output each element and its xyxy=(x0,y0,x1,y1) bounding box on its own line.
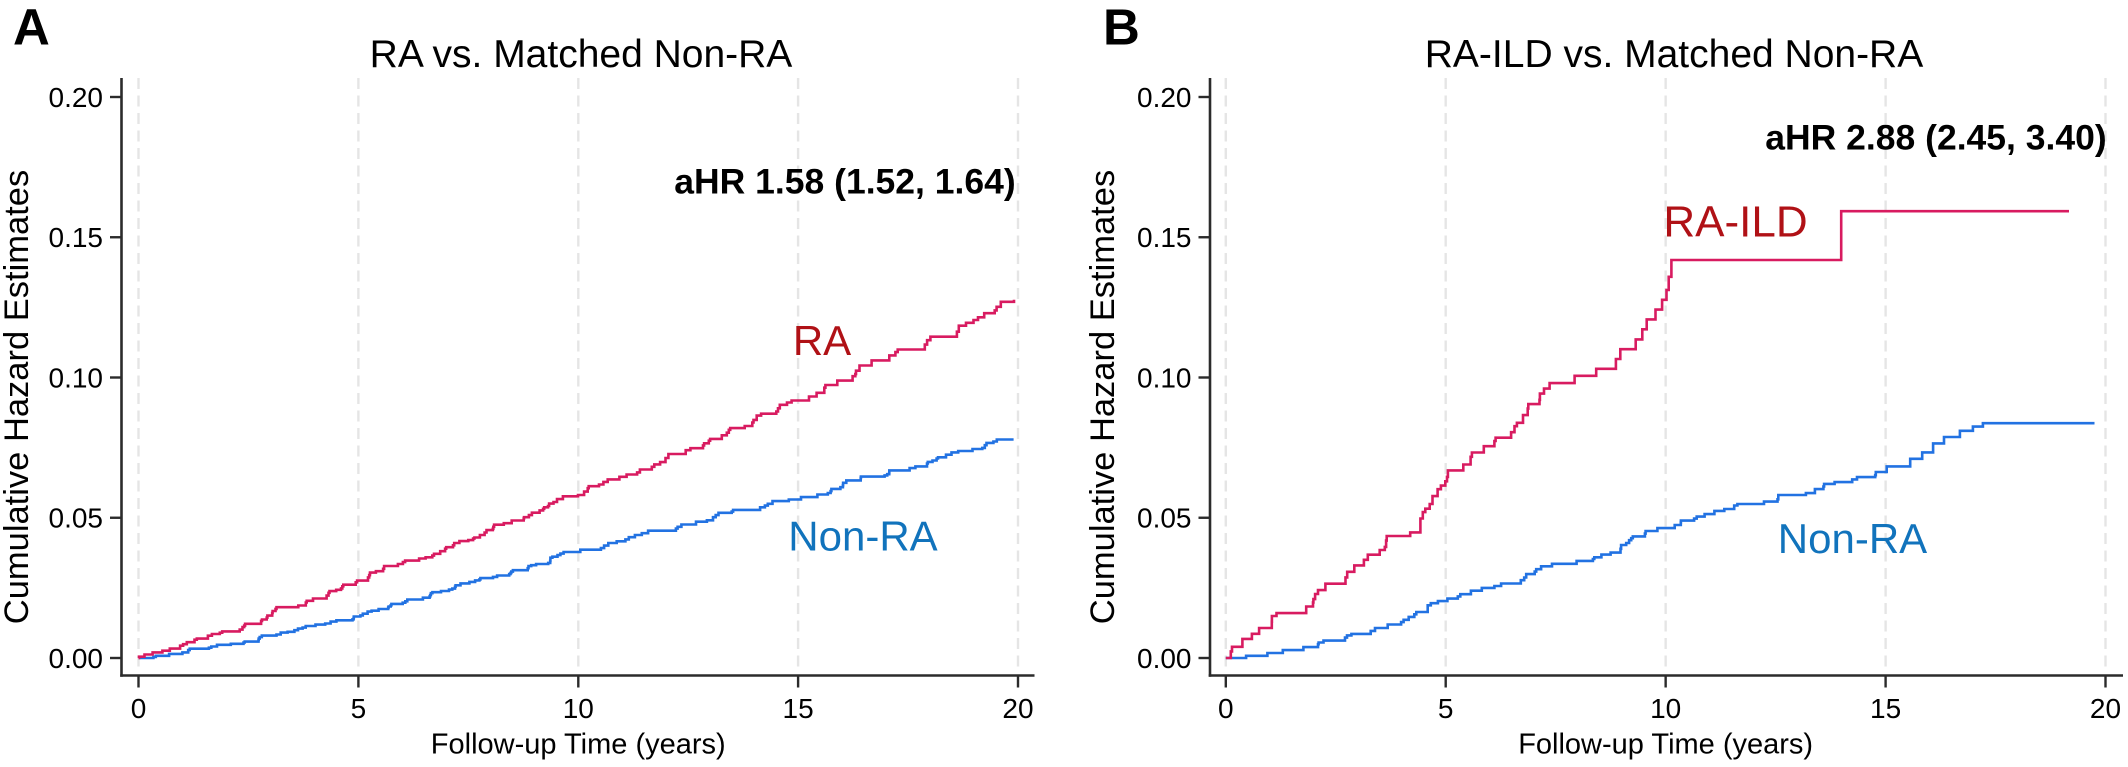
svg-text:0: 0 xyxy=(131,693,147,724)
svg-text:0: 0 xyxy=(1218,693,1234,724)
svg-text:0.10: 0.10 xyxy=(49,362,104,393)
svg-text:Follow-up Time (years): Follow-up Time (years) xyxy=(431,729,726,761)
svg-text:10: 10 xyxy=(563,693,594,724)
svg-text:20: 20 xyxy=(1002,693,1033,724)
svg-text:5: 5 xyxy=(1438,693,1454,724)
svg-text:10: 10 xyxy=(1650,693,1681,724)
svg-text:0.05: 0.05 xyxy=(49,503,104,534)
svg-text:15: 15 xyxy=(783,693,814,724)
svg-text:Follow-up Time (years): Follow-up Time (years) xyxy=(1518,729,1813,761)
svg-text:aHR 2.88 (2.45, 3.40): aHR 2.88 (2.45, 3.40) xyxy=(1765,118,2106,158)
svg-text:RA-ILD vs. Matched Non-RA: RA-ILD vs. Matched Non-RA xyxy=(1425,33,1924,76)
svg-text:RA vs. Matched Non-RA: RA vs. Matched Non-RA xyxy=(370,33,793,76)
svg-text:0.15: 0.15 xyxy=(49,222,104,253)
svg-text:0.20: 0.20 xyxy=(49,82,104,113)
svg-text:Cumulative Hazard Estimates: Cumulative Hazard Estimates xyxy=(0,170,36,624)
svg-text:0.10: 0.10 xyxy=(1137,362,1192,393)
svg-text:RA: RA xyxy=(793,317,851,364)
svg-text:20: 20 xyxy=(2090,693,2121,724)
svg-text:0.20: 0.20 xyxy=(1137,82,1192,113)
svg-text:0.05: 0.05 xyxy=(1137,503,1192,534)
svg-text:Cumulative Hazard Estimates: Cumulative Hazard Estimates xyxy=(1084,170,1122,624)
svg-text:0.00: 0.00 xyxy=(49,643,104,674)
svg-text:B: B xyxy=(1103,0,1140,56)
svg-text:5: 5 xyxy=(351,693,367,724)
svg-text:0.15: 0.15 xyxy=(1137,222,1192,253)
svg-text:Non-RA: Non-RA xyxy=(1778,515,1927,562)
svg-text:RA-ILD: RA-ILD xyxy=(1663,198,1807,247)
svg-text:0.00: 0.00 xyxy=(1137,643,1192,674)
svg-text:15: 15 xyxy=(1870,693,1901,724)
svg-text:A: A xyxy=(13,0,50,56)
svg-text:aHR 1.58 (1.52, 1.64): aHR 1.58 (1.52, 1.64) xyxy=(674,162,1015,202)
svg-text:Non-RA: Non-RA xyxy=(788,513,937,560)
